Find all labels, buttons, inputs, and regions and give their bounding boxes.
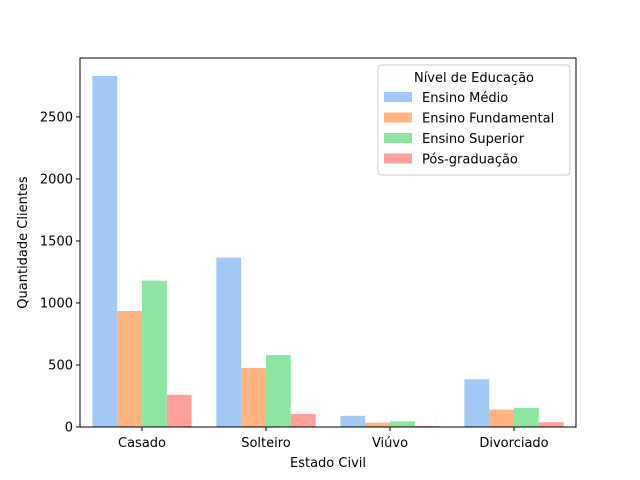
bar-3-1 xyxy=(290,413,316,427)
y-tick-label: 2500 xyxy=(40,110,73,125)
legend-swatch xyxy=(384,92,412,102)
x-tick-label: Casado xyxy=(118,436,166,451)
legend-swatch xyxy=(384,153,412,164)
legend-entry: Ensino Superior xyxy=(422,132,525,147)
y-tick-label: 2000 xyxy=(40,172,73,187)
y-tick-label: 500 xyxy=(48,358,73,373)
x-tick-label: Divorciado xyxy=(479,436,548,451)
legend-box xyxy=(377,64,571,176)
legend-title: Nível de Educação xyxy=(414,71,534,86)
y-axis-label: Quantidade Clientes xyxy=(16,176,31,309)
x-axis: Casado Solteiro Viúvo Divorciado xyxy=(118,427,549,451)
bar-2-0 xyxy=(142,280,167,427)
bar-1-3 xyxy=(489,409,514,427)
y-tick-label: 0 xyxy=(65,421,73,436)
bar-1-1 xyxy=(241,368,266,427)
bar-3-3 xyxy=(538,422,564,427)
legend-swatch xyxy=(384,133,412,143)
bar-1-0 xyxy=(117,311,142,427)
bar-0-3 xyxy=(464,379,490,427)
legend-entry: Pós-graduação xyxy=(422,153,518,168)
y-axis: 0 500 1000 1500 2000 2500 xyxy=(40,110,80,436)
y-tick-label: 1000 xyxy=(40,296,73,311)
bar-1-2 xyxy=(365,422,390,427)
bar-0-2 xyxy=(340,415,366,427)
bars-group xyxy=(92,75,564,428)
legend: Nível de Educação Ensino Médio Ensino Fun… xyxy=(377,64,571,176)
legend-entry: Ensino Médio xyxy=(422,91,508,106)
x-tick-label: Solteiro xyxy=(241,436,291,451)
legend-swatch xyxy=(384,112,412,123)
bar-0-0 xyxy=(92,75,118,428)
bar-2-3 xyxy=(514,407,539,427)
bar-3-0 xyxy=(166,394,192,427)
bar-2-1 xyxy=(266,355,291,427)
plot-frame xyxy=(79,57,577,428)
bar-0-1 xyxy=(216,257,242,427)
y-tick-label: 1500 xyxy=(40,234,73,249)
x-tick-label: Viúvo xyxy=(372,436,408,451)
legend-entry: Ensino Fundamental xyxy=(422,112,554,127)
x-axis-label: Estado Civil xyxy=(290,456,366,471)
bar-2-2 xyxy=(390,421,415,427)
